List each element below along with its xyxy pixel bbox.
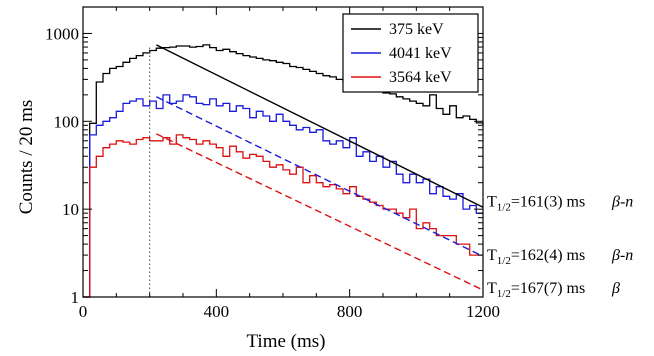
x-tick-label: 400 — [204, 302, 230, 321]
histogram-series-0 — [83, 44, 484, 298]
half-life-label-0: T1/2=161(3) ms — [487, 194, 585, 214]
legend-label-1: 4041 keV — [389, 45, 452, 62]
decay-mode-label-0: β-n — [611, 194, 633, 211]
y-tick-label: 10 — [62, 200, 79, 219]
legend: 375 keV 4041 keV 3564 keV — [342, 13, 479, 93]
x-tick-label: 0 — [79, 302, 88, 321]
histogram-series-1 — [83, 94, 483, 298]
x-axis-title: Time (ms) — [246, 331, 325, 352]
fit-line-0 — [156, 44, 484, 208]
fit-lines-layer — [149, 44, 484, 297]
half-life-label-1: T1/2=162(4) ms — [487, 247, 585, 267]
y-axis-title: Counts / 20 ms — [16, 100, 37, 215]
histogram-series-2 — [83, 134, 483, 298]
y-tick-label: 1000 — [45, 24, 79, 43]
y-tick-label: 1 — [71, 288, 80, 307]
axes-frame: 0 400 800 1200 1 10 100 1000 — [45, 6, 500, 321]
fit-line-1 — [156, 96, 484, 258]
decay-mode-label-1: β-n — [611, 247, 633, 264]
y-tick-label: 100 — [54, 112, 80, 131]
legend-label-0: 375 keV — [389, 21, 444, 38]
x-tick-label: 800 — [337, 302, 363, 321]
legend-label-2: 3564 keV — [389, 69, 452, 86]
half-life-label-2: T1/2=167(7) ms — [487, 280, 585, 300]
x-tick-label: 1200 — [466, 302, 500, 321]
decay-mode-label-2: β — [611, 280, 620, 297]
fit-line-2 — [156, 133, 484, 291]
half-life-annotations: T1/2=161(3) ms β-n T1/2=162(4) ms β-n T1/2=1… — [487, 194, 633, 300]
